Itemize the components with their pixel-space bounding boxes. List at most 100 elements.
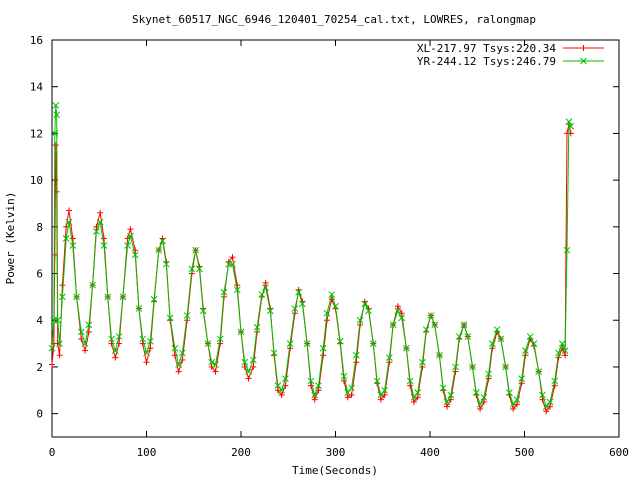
series-1 — [49, 121, 574, 415]
point-marker — [447, 391, 455, 399]
point-marker — [377, 391, 385, 399]
point-marker — [328, 291, 336, 298]
y-axis-label: Power (Kelvin) — [4, 192, 17, 285]
point-marker — [245, 368, 252, 375]
point-marker — [356, 316, 364, 324]
point-marker — [270, 349, 278, 357]
point-marker — [62, 235, 70, 242]
point-marker — [398, 314, 406, 322]
series-line — [51, 123, 572, 413]
y-tick-label: 2 — [36, 361, 43, 374]
point-marker — [262, 284, 269, 291]
point-marker — [85, 321, 93, 329]
point-marker — [480, 393, 488, 401]
point-marker — [535, 368, 543, 375]
point-marker — [146, 337, 154, 345]
point-marker — [436, 351, 443, 359]
point-marker — [493, 326, 501, 333]
point-marker — [258, 291, 266, 298]
point-marker — [373, 377, 381, 385]
point-marker — [51, 130, 59, 137]
point-marker — [551, 377, 559, 385]
point-marker — [542, 403, 550, 410]
point-marker — [155, 246, 163, 254]
x-tick-label: 200 — [231, 446, 251, 459]
point-marker — [422, 326, 430, 333]
point-marker — [220, 288, 228, 296]
point-marker — [539, 391, 546, 399]
point-marker — [348, 384, 355, 392]
x-tick-label: 100 — [137, 446, 157, 459]
point-marker — [135, 305, 143, 312]
point-marker — [143, 349, 150, 357]
point-marker — [278, 386, 285, 394]
point-marker — [65, 218, 73, 226]
point-marker — [410, 393, 418, 401]
point-marker — [291, 305, 299, 312]
point-marker — [150, 295, 158, 303]
y-tick-label: 0 — [36, 408, 43, 421]
point-marker — [295, 288, 302, 296]
point-marker — [561, 347, 569, 354]
point-marker — [100, 242, 108, 249]
point-marker — [104, 293, 112, 301]
point-marker — [208, 358, 216, 366]
point-marker — [394, 307, 402, 315]
point-marker — [81, 340, 89, 347]
point-marker — [52, 102, 60, 109]
point-marker — [266, 307, 274, 315]
point-marker — [233, 286, 241, 294]
x-tick-label: 600 — [609, 446, 629, 459]
point-marker — [274, 382, 282, 389]
point-marker — [171, 344, 179, 352]
point-marker — [199, 307, 207, 315]
point-marker — [59, 293, 66, 301]
y-tick-label: 6 — [36, 268, 43, 281]
point-marker — [96, 218, 104, 226]
point-marker — [249, 356, 257, 364]
point-marker — [241, 358, 249, 366]
point-marker — [124, 242, 131, 249]
point-marker — [427, 312, 435, 319]
point-marker — [77, 328, 85, 336]
point-marker — [282, 375, 289, 382]
point-marker — [563, 246, 571, 254]
point-marker — [89, 281, 96, 289]
point-marker — [108, 335, 115, 343]
point-marker — [332, 302, 339, 310]
point-marker — [216, 335, 224, 343]
point-marker — [319, 344, 327, 352]
point-marker — [323, 309, 331, 317]
point-marker — [406, 377, 414, 385]
point-marker — [111, 347, 119, 354]
y-tick-label: 10 — [30, 174, 43, 187]
point-marker — [580, 57, 587, 65]
point-marker — [307, 377, 315, 385]
point-marker — [253, 323, 261, 331]
point-marker — [452, 363, 459, 371]
point-marker — [386, 354, 393, 361]
y-tick-label: 8 — [36, 221, 43, 234]
point-marker — [414, 389, 422, 396]
point-marker — [469, 363, 476, 371]
point-marker — [188, 265, 196, 273]
plot-frame — [51, 39, 620, 438]
point-marker — [229, 260, 236, 268]
point-marker — [286, 340, 294, 347]
point-marker — [431, 321, 439, 329]
x-tick-label: 500 — [515, 446, 535, 459]
point-marker — [502, 363, 509, 371]
y-tick-label: 4 — [36, 314, 43, 327]
point-marker — [344, 389, 352, 396]
point-marker — [73, 293, 80, 301]
point-marker — [555, 349, 562, 357]
point-marker — [131, 251, 139, 259]
point-marker — [455, 333, 463, 340]
series-line — [51, 105, 572, 408]
point-marker — [419, 358, 426, 366]
point-marker — [513, 396, 521, 403]
point-marker — [179, 349, 186, 357]
y-tick-label: 16 — [30, 34, 43, 47]
point-marker — [489, 340, 496, 347]
point-marker — [56, 340, 63, 347]
